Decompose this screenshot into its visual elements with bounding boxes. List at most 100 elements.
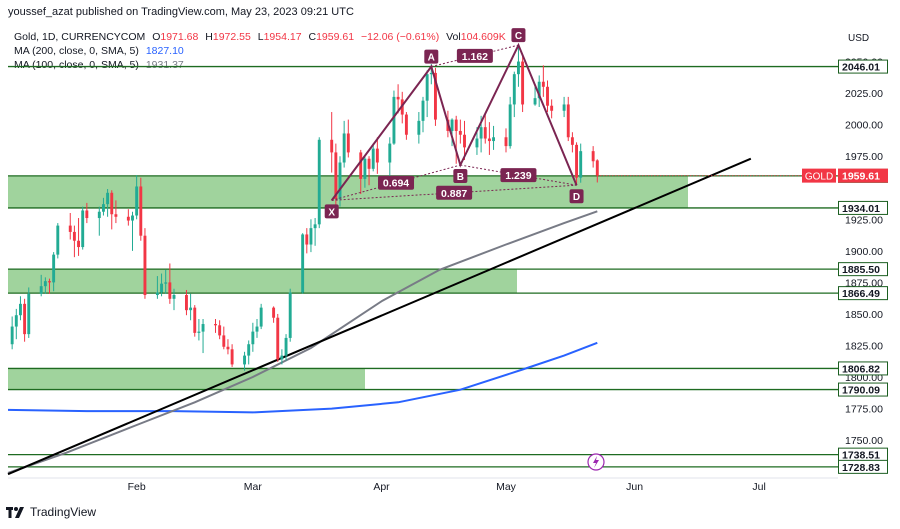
ratio-label-box <box>378 175 415 190</box>
candle-body <box>10 326 14 345</box>
point-label: D <box>573 192 580 203</box>
candle <box>72 225 76 258</box>
candle-body <box>39 286 43 294</box>
candle-body <box>43 281 47 287</box>
legend-close-label: C <box>308 31 317 43</box>
current-price-label: 1959.61 <box>842 171 880 183</box>
candle-body <box>243 355 247 365</box>
candle <box>106 189 110 217</box>
ratio-label: 1.162 <box>462 51 488 63</box>
level-price-label-inner <box>839 60 887 73</box>
candle <box>85 202 89 224</box>
candle <box>454 115 458 164</box>
candle <box>201 318 205 354</box>
candle <box>135 175 139 220</box>
footer-brand: TradingView <box>6 505 96 519</box>
legend-ma200-label: MA (200, close, 0, SMA, 5) <box>14 45 139 57</box>
candle <box>537 75 541 107</box>
month-label: Apr <box>373 481 390 493</box>
legend-symbol: Gold, 1D, CURRENCYCOM <box>14 31 146 43</box>
candle-body <box>566 104 570 138</box>
candle <box>77 218 81 256</box>
candle <box>155 276 159 299</box>
level-price-label-inner <box>839 383 887 396</box>
candle-body <box>214 324 217 326</box>
candle <box>516 45 520 87</box>
candle <box>143 228 147 299</box>
ratio-label: 1.239 <box>505 170 531 182</box>
candle-body <box>429 72 433 75</box>
candle <box>425 70 429 118</box>
candle <box>276 313 280 362</box>
candle <box>272 306 276 323</box>
point-label: X <box>328 207 335 218</box>
candle-body <box>52 254 56 283</box>
month-label: Feb <box>128 481 146 493</box>
candle <box>10 316 14 350</box>
candle <box>463 120 466 160</box>
price-axis[interactable]: USD2050.002025.002000.001975.001925.0019… <box>597 0 900 500</box>
candle-body <box>189 307 193 311</box>
candle-body <box>521 61 525 105</box>
time-axis[interactable]: Feb Mar Apr May Jun Jul <box>8 453 838 493</box>
candle <box>359 149 363 195</box>
candle <box>251 322 255 352</box>
candle <box>56 223 60 259</box>
ratio-label-box <box>500 168 537 183</box>
candle <box>458 119 462 144</box>
candle <box>492 125 496 150</box>
level-price-label-inner <box>839 263 887 276</box>
legend-high-label: H <box>205 31 213 43</box>
ratio-label-box <box>436 185 473 200</box>
legend-volume: 104.609K <box>460 31 506 43</box>
legend-low: 1954.17 <box>263 31 302 43</box>
candle <box>110 190 114 230</box>
candle <box>101 197 105 216</box>
candle-body <box>579 151 583 178</box>
candle <box>27 287 31 338</box>
footer-brand-text: TradingView <box>30 505 97 519</box>
candle <box>404 112 408 140</box>
candle-body <box>433 72 437 120</box>
candle <box>363 156 367 188</box>
candle-body <box>164 282 168 284</box>
candle-body <box>284 337 288 356</box>
candle <box>39 274 43 297</box>
candle-body <box>131 215 134 221</box>
candle-body <box>313 224 317 229</box>
candle-body <box>504 137 508 147</box>
candle-body <box>375 148 379 163</box>
candle-body <box>272 307 276 318</box>
candle-body <box>388 143 392 163</box>
candle-body <box>463 134 466 148</box>
ratio-label-box <box>456 48 493 63</box>
candle-body <box>247 344 251 356</box>
trendline-layer <box>7 157 752 476</box>
candle <box>487 122 491 155</box>
candle-body <box>454 119 458 131</box>
candle-body <box>193 307 197 333</box>
candle <box>226 339 230 355</box>
candle-body <box>222 335 226 347</box>
candle-body <box>14 315 18 327</box>
point-label-box <box>453 169 468 184</box>
legend-ma100-value: 1931.37 <box>145 59 184 71</box>
candle-body <box>334 152 338 200</box>
candle-body <box>450 119 454 131</box>
point-label: A <box>428 53 435 64</box>
point-label-box <box>511 28 526 43</box>
price-tick: 1850.00 <box>845 309 883 321</box>
candle <box>521 56 525 113</box>
candle <box>131 211 134 251</box>
level-price-label: 1885.50 <box>842 264 880 276</box>
symbol-tag-box <box>802 168 836 183</box>
candle-body <box>184 295 188 311</box>
candle <box>193 305 197 337</box>
level-price-label-inner <box>839 201 887 214</box>
candle-body <box>85 210 89 219</box>
candle-body <box>309 228 313 245</box>
candle <box>214 318 217 333</box>
candle <box>338 156 342 207</box>
